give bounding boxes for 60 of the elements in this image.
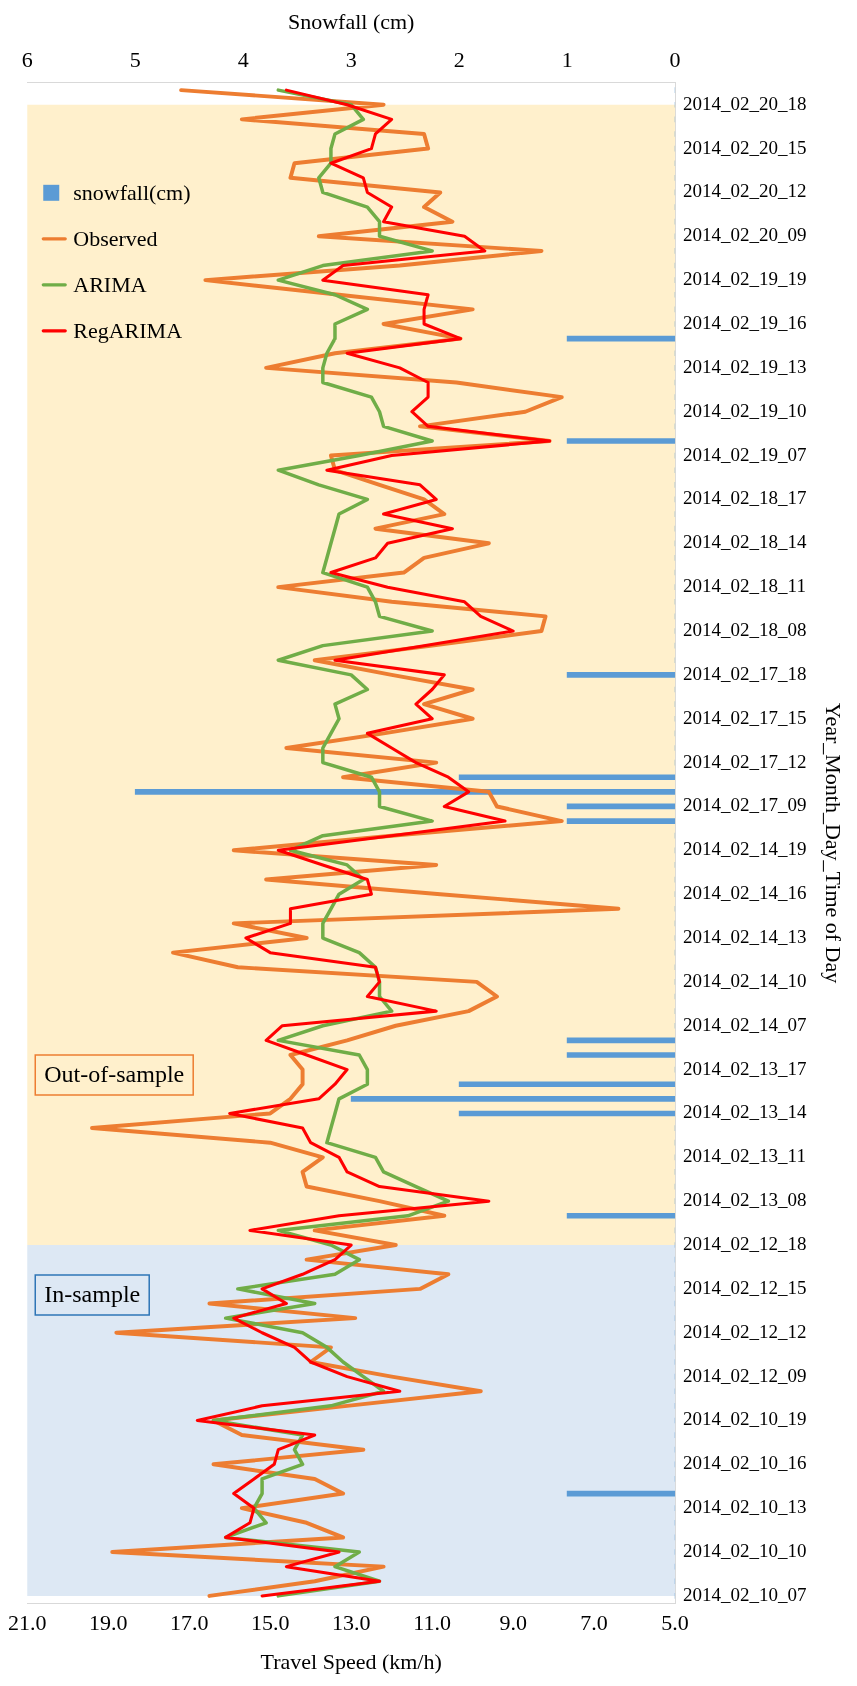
y-tick-label: 2014_02_10_13 [683, 1496, 807, 1518]
y-tick-label: 2014_02_10_19 [683, 1408, 807, 1430]
y-tick-label: 2014_02_17_15 [683, 706, 807, 728]
y-axis-title: Year_Month_Day_Time of Day [821, 702, 847, 984]
y-tick-label: 2014_02_18_11 [683, 575, 806, 597]
y-tick-label: 2014_02_17_18 [683, 662, 807, 684]
x-tick-label: 5.0 [661, 1610, 689, 1636]
y-tick-label: 2014_02_14_19 [683, 838, 807, 860]
x2-tick-label: 1 [561, 47, 573, 73]
x-tick-label: 7.0 [580, 1610, 608, 1636]
x-tick-label: 15.0 [250, 1610, 290, 1636]
y-tick-label: 2014_02_20_18 [683, 92, 807, 114]
y-tick-label: 2014_02_18_08 [683, 619, 807, 641]
y-tick-label: 2014_02_19_19 [683, 268, 807, 290]
y-tick-label: 2014_02_20_15 [683, 136, 807, 158]
legend-label: ARIMA [73, 271, 147, 297]
legend-label: snowfall(cm) [73, 179, 191, 205]
y-tick-label: 2014_02_10_16 [683, 1452, 807, 1474]
y-tick-label: 2014_02_19_13 [683, 355, 807, 377]
y-tick-label: 2014_02_17_09 [683, 794, 807, 816]
y-tick-label: 2014_02_20_12 [683, 180, 807, 202]
x2-tick-label: 5 [129, 47, 141, 73]
y-tick-label: 2014_02_19_10 [683, 399, 807, 421]
x-tick-label: 9.0 [499, 1610, 527, 1636]
x2-axis-title: Snowfall (cm) [287, 8, 415, 34]
y-tick-label: 2014_02_14_10 [683, 969, 807, 991]
x2-tick-label: 2 [453, 47, 465, 73]
y-tick-label: 2014_02_14_16 [683, 882, 807, 904]
y-tick-label: 2014_02_17_12 [683, 750, 807, 772]
y-tick-label: 2014_02_20_09 [683, 224, 807, 246]
x2-tick-label: 0 [669, 47, 681, 73]
x2-tick-label: 3 [345, 47, 357, 73]
x2-tick-label: 6 [21, 47, 33, 73]
x-axis-title: Travel Speed (km/h) [260, 1648, 442, 1674]
x-tick-label: 11.0 [413, 1610, 451, 1636]
x2-tick-label: 4 [237, 47, 249, 73]
x-tick-label: 17.0 [169, 1610, 209, 1636]
x-tick-label: 19.0 [88, 1610, 128, 1636]
legend-label: Observed [73, 225, 158, 251]
x-tick-label: 21.0 [8, 1610, 47, 1636]
y-tick-label: 2014_02_19_07 [683, 443, 807, 465]
y-tick-label: 2014_02_10_10 [683, 1540, 807, 1562]
y-tick-label: 2014_02_14_13 [683, 926, 807, 948]
y-tick-label: 2014_02_13_11 [683, 1145, 806, 1167]
y-tick-label: 2014_02_13_08 [683, 1189, 807, 1211]
band-label: Out-of-sample [44, 1061, 185, 1088]
y-tick-label: 2014_02_18_14 [683, 531, 808, 553]
y-tick-label: 2014_02_12_09 [683, 1364, 807, 1386]
y-tick-label: 2014_02_10_07 [683, 1583, 807, 1605]
y-tick-label: 2014_02_14_07 [683, 1013, 807, 1035]
y-tick-label: 2014_02_13_14 [683, 1101, 808, 1123]
x-tick-label: 13.0 [331, 1610, 371, 1636]
band-label: In-sample [44, 1281, 141, 1308]
y-tick-label: 2014_02_12_15 [683, 1276, 807, 1298]
legend-label: RegARIMA [73, 317, 183, 343]
y-tick-label: 2014_02_13_17 [683, 1057, 807, 1079]
y-tick-label: 2014_02_19_16 [683, 312, 807, 333]
y-tick-label: 2014_02_12_18 [683, 1233, 807, 1255]
y-tick-label: 2014_02_12_12 [683, 1320, 807, 1342]
y-tick-label: 2014_02_18_17 [683, 487, 807, 509]
